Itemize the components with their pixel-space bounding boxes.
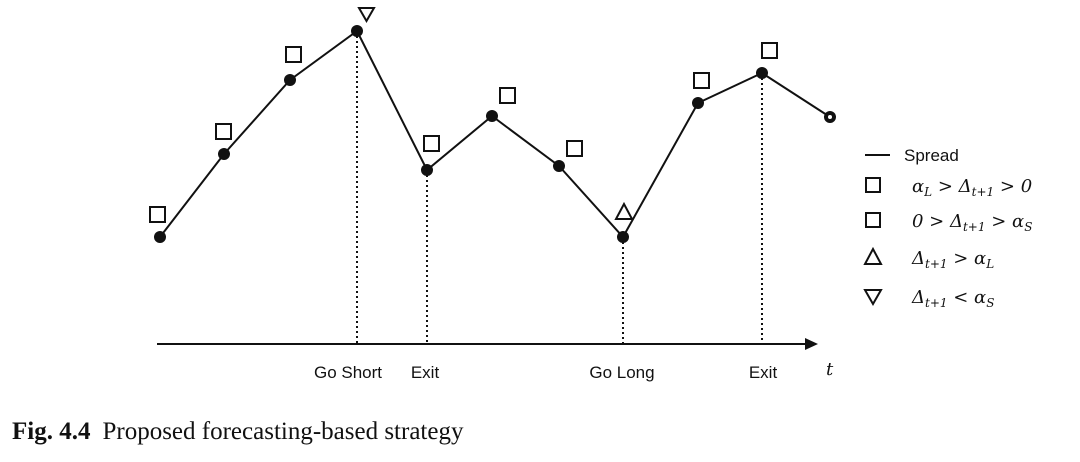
square-marker [566, 140, 583, 157]
strategy-diagram: t Go Short Exit Go Long Exit Spread [149, 7, 1032, 382]
spread-point [351, 25, 363, 37]
figure-caption: Fig. 4.4 Proposed forecasting-based strat… [12, 418, 463, 446]
time-axis-variable: t [826, 359, 834, 380]
figure-number: Fig. 4.4 [12, 418, 91, 445]
square-marker [215, 123, 232, 140]
spread-points [154, 25, 836, 243]
legend-triangle-down-label: Δt+1 < αS [911, 287, 994, 310]
event-label-go-long: Go Long [589, 363, 654, 382]
legend-triangle-up-label: Δt+1 > αL [911, 248, 994, 271]
legend-triangle-up-icon [863, 246, 883, 265]
legend-square-label-1: αL > Δt+1 > 0 [912, 176, 1032, 199]
spread-point [486, 110, 498, 122]
spread-point-last-center [828, 115, 832, 119]
legend: Spread αL > Δt+1 > 0 0 > Δt+1 > αS Δt+1 … [863, 146, 1032, 310]
spread-point [421, 164, 433, 176]
event-label-exit-1: Exit [411, 363, 440, 382]
event-lines [356, 31, 763, 343]
square-marker [761, 42, 778, 59]
legend-square-label-2: 0 > Δt+1 > αS [912, 211, 1032, 234]
time-axis-arrowhead [805, 338, 818, 350]
spread-point [218, 148, 230, 160]
spread-point [692, 97, 704, 109]
spread-point [617, 231, 629, 243]
event-label-go-short: Go Short [314, 363, 382, 382]
square-marker [149, 206, 166, 223]
spread-point [553, 160, 565, 172]
legend-spread-label: Spread [904, 146, 959, 165]
spread-line [159, 29, 831, 239]
square-marker [693, 72, 710, 89]
square-marker [423, 135, 440, 152]
square-marker [285, 46, 302, 63]
figure-title: Proposed forecasting-based strategy [102, 418, 464, 445]
legend-square-icon [865, 212, 881, 228]
square-markers [149, 42, 778, 223]
spread-point [756, 67, 768, 79]
triangle-down-marker [357, 7, 376, 24]
triangle-up-marker [614, 201, 634, 220]
spread-point [154, 231, 166, 243]
square-marker [499, 87, 516, 104]
event-label-exit-2: Exit [749, 363, 778, 382]
legend-square-icon [865, 177, 881, 193]
spread-point [284, 74, 296, 86]
legend-triangle-down-icon [863, 289, 883, 307]
